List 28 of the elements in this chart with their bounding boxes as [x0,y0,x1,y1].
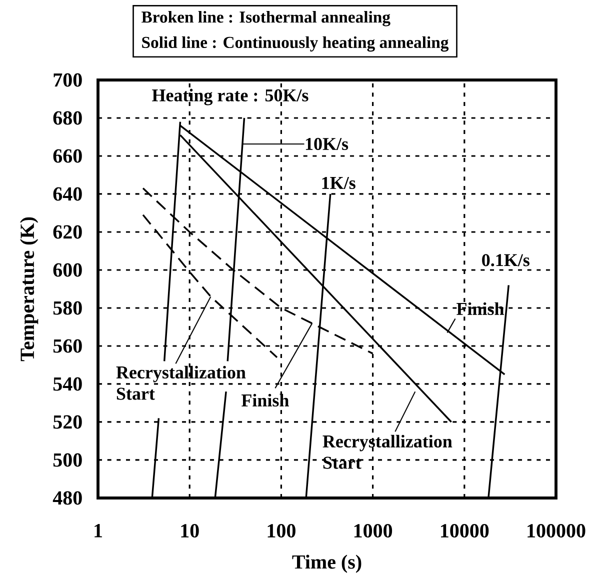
x-axis-title: Time (s) [292,554,362,573]
text: Solid line : Continuously heating annealing [142,36,449,52]
annotation: Recrystallization Start [322,434,452,469]
x-tick-label: 100 [268,524,296,538]
annotation: Finish [456,302,504,316]
y-tick-label: 620 [53,225,82,239]
y-tick-label: 540 [53,377,82,391]
y-tick-label: 520 [53,415,82,429]
text: Broken line : Isothermal annealing [142,10,390,26]
y-tick-label: 700 [54,73,82,87]
annotation: Heating rate : 50K/s [152,88,308,106]
y-tick-label: 640 [53,187,82,201]
annotation: 0.1K/s [482,254,530,266]
x-tick-label: 1 [94,524,102,538]
annotation: 10K/s [306,138,348,150]
y-axis-title: Temperature (K) [20,217,38,362]
y-tick-label: 660 [53,149,82,163]
x-tick-label: 1000 [354,524,392,538]
y-tick-label: 580 [53,301,82,315]
annotation: 1K/s [322,176,356,190]
x-tick-label: 100000 [528,524,586,538]
y-tick-label: 680 [53,111,82,125]
y-tick-label: 500 [53,453,82,467]
y-tick-label: 600 [53,263,82,277]
y-tick-label: 480 [52,491,82,505]
x-tick-label: 10 [181,524,199,538]
y-tick-label: 560 [53,339,82,353]
x-tick-label: 10000 [441,524,489,538]
